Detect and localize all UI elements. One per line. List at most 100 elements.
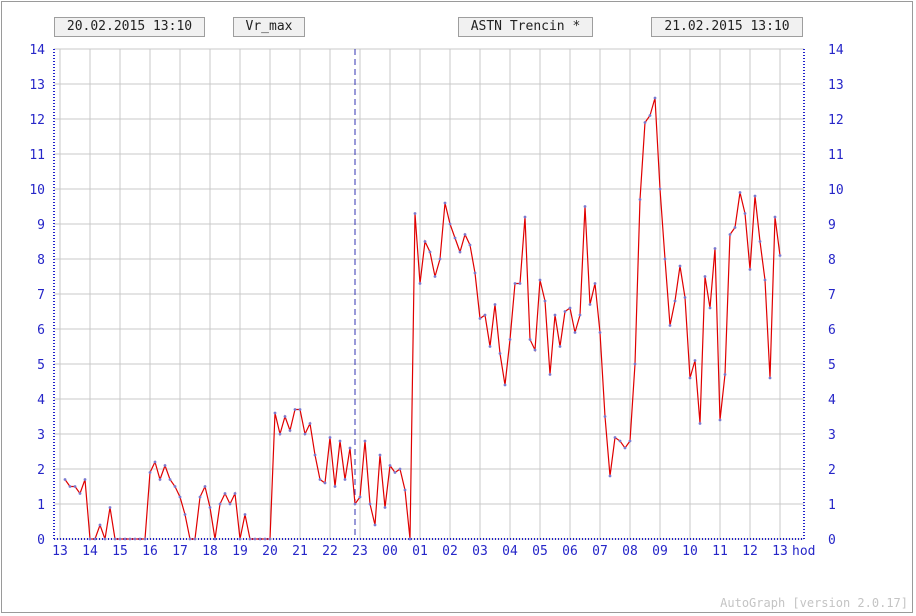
data-point [713,247,717,250]
data-point [588,303,592,306]
data-point [68,485,72,488]
y-tick-label-right: 6 [828,323,836,338]
data-point [563,310,567,313]
data-point [638,198,642,201]
y-tick-label-left: 1 [37,498,45,513]
data-point [83,478,87,481]
data-point [478,317,482,320]
y-tick-label-left: 12 [29,113,45,128]
data-point [158,478,162,481]
x-tick-label: 05 [532,544,548,559]
data-point [93,537,97,541]
data-point [268,537,272,541]
data-point [678,264,682,268]
y-tick-label-right: 5 [828,358,836,373]
data-point [283,415,287,418]
data-point [578,313,582,317]
data-point [548,373,552,376]
data-point [198,495,202,499]
data-point [383,506,387,509]
data-point [528,338,532,341]
data-point [303,432,307,436]
data-point [388,464,392,467]
data-point [723,373,727,376]
data-point [623,446,627,450]
y-tick-label-left: 11 [29,148,45,163]
y-tick-label-right: 8 [828,253,836,268]
y-tick-label-left: 8 [37,253,45,268]
data-point [343,478,347,481]
y-tick-label-right: 1 [828,498,836,513]
data-point [703,275,707,278]
data-point [193,537,197,541]
data-point [258,537,262,541]
data-point [738,191,742,194]
y-tick-label-left: 9 [37,218,45,233]
data-point [243,513,247,516]
data-point [338,439,342,443]
y-tick-label-right: 13 [828,78,844,93]
data-point [103,537,107,541]
data-point [128,537,132,541]
y-tick-label-left: 3 [37,428,45,443]
end-time-box: 21.02.2015 13:10 [651,17,803,37]
data-point [658,187,662,191]
y-tick-label-right: 14 [828,43,844,58]
data-point [328,436,332,439]
data-point [373,523,377,527]
x-tick-label: 23 [352,544,368,559]
data-point [653,96,657,100]
data-point [533,348,537,352]
data-point [393,471,397,474]
y-tick-label-left: 6 [37,323,45,338]
data-point [168,478,172,481]
data-point [613,436,617,439]
x-tick-label: 14 [82,544,98,559]
data-point [238,537,242,541]
x-tick-label: 10 [682,544,698,559]
data-point [488,345,492,348]
data-point [223,492,227,495]
y-tick-label-right: 3 [828,428,836,443]
data-point [508,338,512,341]
data-point [213,537,217,541]
y-tick-label-left: 10 [29,183,45,198]
data-point [433,275,437,278]
data-point [683,296,687,299]
y-tick-label-left: 0 [37,533,45,548]
data-point [288,429,292,432]
y-tick-label-left: 2 [37,463,45,478]
x-tick-label: 06 [562,544,578,559]
data-point [608,474,612,478]
data-point [78,492,82,495]
data-point [763,278,767,282]
data-point [208,506,212,509]
data-point [583,205,587,208]
x-unit-label: hod [792,544,815,559]
data-point [463,233,467,236]
data-point [313,453,317,457]
data-point [733,226,737,229]
data-point [698,422,702,425]
data-point [278,432,282,436]
x-tick-label: 09 [652,544,668,559]
x-tick-label: 20 [262,544,278,559]
data-point [593,282,597,285]
y-tick-label-left: 5 [37,358,45,373]
y-tick-label-right: 10 [828,183,844,198]
data-point [503,383,507,387]
data-point [188,537,192,541]
x-tick-label: 07 [592,544,608,559]
y-tick-label-right: 2 [828,463,836,478]
data-point [73,485,77,488]
data-point [718,418,722,422]
x-tick-label: 18 [202,544,218,559]
data-point [443,201,447,205]
data-point [603,415,607,418]
data-point [398,467,402,471]
y-tick-label-left: 7 [37,288,45,303]
data-point [743,212,747,215]
data-point [598,331,602,334]
data-point [553,313,557,317]
